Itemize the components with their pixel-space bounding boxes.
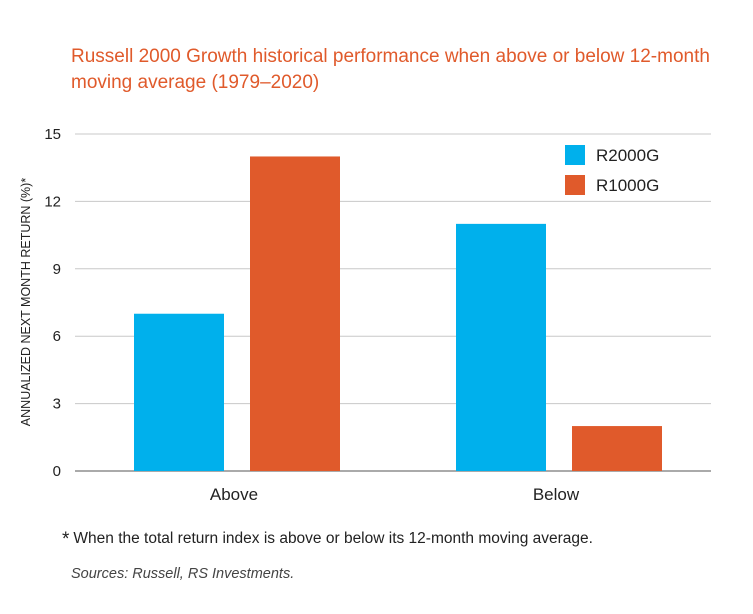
y-tick-label-6: 6 — [53, 328, 61, 345]
footnote-text: When the total return index is above or … — [73, 530, 593, 547]
x-tick-label-below: Below — [533, 485, 580, 504]
legend-label-r2000g: R2000G — [596, 146, 659, 165]
y-tick-label-9: 9 — [53, 261, 61, 278]
bar-r1000g-below — [572, 426, 662, 471]
bar-r1000g-above — [250, 156, 340, 471]
y-tick-label-15: 15 — [44, 126, 61, 143]
y-axis-label: ANNUALIZED NEXT MONTH RETURN (%)* — [19, 178, 33, 427]
x-tick-label-above: Above — [210, 485, 258, 504]
x-tick-labels: Above Below — [210, 485, 580, 504]
y-tick-labels: 0 3 6 9 12 15 — [44, 126, 61, 480]
bar-r2000g-above — [134, 313, 224, 471]
legend-label-r1000g: R1000G — [596, 176, 659, 195]
footnote-marker: * — [62, 529, 70, 550]
legend-swatch-r1000g — [565, 175, 585, 195]
y-tick-label-12: 12 — [44, 193, 61, 210]
legend: R2000G R1000G — [565, 145, 659, 195]
bars — [134, 156, 662, 471]
sources-note: Sources: Russell, RS Investments. — [71, 566, 295, 582]
bar-r2000g-below — [456, 223, 546, 471]
y-tick-label-0: 0 — [53, 463, 61, 480]
chart-title: Russell 2000 Growth historical performan… — [71, 46, 710, 93]
legend-swatch-r2000g — [565, 145, 585, 165]
footnote: * When the total return index is above or… — [62, 527, 593, 550]
y-tick-label-3: 3 — [53, 396, 61, 413]
